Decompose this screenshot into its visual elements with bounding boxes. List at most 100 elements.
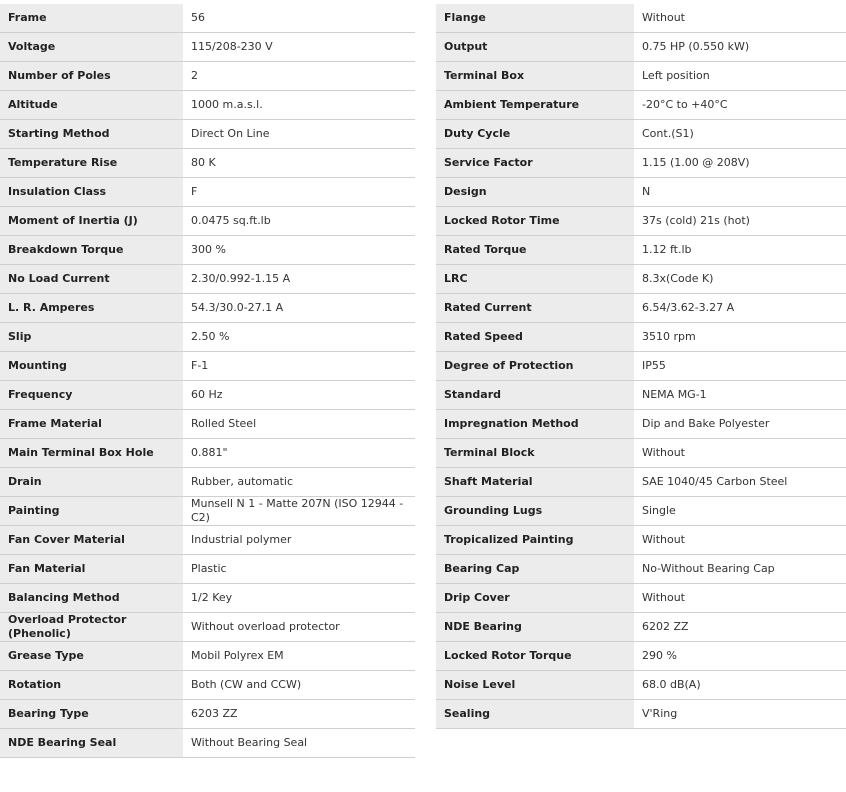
spec-row: Grease Type Mobil Polyrex EM [0,641,415,671]
spec-label: Breakdown Torque [0,235,183,265]
spec-row: Main Terminal Box Hole 0.881" [0,438,415,468]
spec-label: Ambient Temperature [436,90,634,120]
spec-row: Rated Torque 1.12 ft.lb [436,235,846,265]
spec-table-left: Frame 56 Voltage 115/208-230 V Number of Pol… [0,4,415,758]
spec-label: Grounding Lugs [436,496,634,526]
spec-row: Altitude 1000 m.a.s.l. [0,90,415,120]
spec-value: Without [634,438,846,468]
spec-row: Standard NEMA MG-1 [436,380,846,410]
spec-row: Locked Rotor Time 37s (cold) 21s (hot) [436,206,846,236]
spec-label: Frame Material [0,409,183,439]
spec-label: Drip Cover [436,583,634,613]
spec-row: Frame Material Rolled Steel [0,409,415,439]
spec-label: Design [436,177,634,207]
spec-value: Single [634,496,846,526]
spec-row: Degree of Protection IP55 [436,351,846,381]
spec-value: 1/2 Key [183,583,415,613]
spec-value: 1000 m.a.s.l. [183,90,415,120]
spec-value: 80 K [183,148,415,178]
spec-value: Mobil Polyrex EM [183,641,415,671]
spec-value: 0.75 HP (0.550 kW) [634,32,846,62]
spec-row: Terminal Box Left position [436,61,846,91]
spec-value: Left position [634,61,846,91]
spec-value: Without [634,4,846,33]
spec-row: Ambient Temperature -20°C to +40°C [436,90,846,120]
spec-row: Terminal Block Without [436,438,846,468]
spec-label: Main Terminal Box Hole [0,438,183,468]
spec-row: Drain Rubber, automatic [0,467,415,497]
spec-value: 6.54/3.62-3.27 A [634,293,846,323]
spec-value: 2.50 % [183,322,415,352]
spec-row: Tropicalized Painting Without [436,525,846,555]
spec-label: Overload Protector (Phenolic) [0,612,183,642]
spec-value: 56 [183,4,415,33]
spec-label: Bearing Cap [436,554,634,584]
spec-row: Frequency 60 Hz [0,380,415,410]
spec-value: Without overload protector [183,612,415,642]
spec-row: Fan Cover Material Industrial polymer [0,525,415,555]
spec-value: 2 [183,61,415,91]
spec-row: Breakdown Torque 300 % [0,235,415,265]
spec-value: F-1 [183,351,415,381]
spec-label: Slip [0,322,183,352]
spec-row: Rotation Both (CW and CCW) [0,670,415,700]
spec-value: No-Without Bearing Cap [634,554,846,584]
spec-label: Altitude [0,90,183,120]
spec-value: 8.3x(Code K) [634,264,846,294]
spec-row: Mounting F-1 [0,351,415,381]
spec-row: NDE Bearing 6202 ZZ [436,612,846,642]
spec-label: Degree of Protection [436,351,634,381]
spec-row: Design N [436,177,846,207]
spec-value: 37s (cold) 21s (hot) [634,206,846,236]
spec-label: Drain [0,467,183,497]
spec-label: Mounting [0,351,183,381]
spec-row: L. R. Amperes 54.3/30.0-27.1 A [0,293,415,323]
spec-row: Grounding Lugs Single [436,496,846,526]
spec-label: Noise Level [436,670,634,700]
spec-label: Frame [0,4,183,33]
spec-row: Fan Material Plastic [0,554,415,584]
spec-value: IP55 [634,351,846,381]
spec-value: 115/208-230 V [183,32,415,62]
spec-label: Shaft Material [436,467,634,497]
spec-label: Terminal Block [436,438,634,468]
spec-value: 3510 rpm [634,322,846,352]
spec-row: Painting Munsell N 1 - Matte 207N (ISO 12… [0,496,415,526]
spec-row: Shaft Material SAE 1040/45 Carbon Steel [436,467,846,497]
spec-label: Locked Rotor Torque [436,641,634,671]
spec-row: Bearing Type 6203 ZZ [0,699,415,729]
spec-value: Plastic [183,554,415,584]
spec-row: Output 0.75 HP (0.550 kW) [436,32,846,62]
spec-row: Balancing Method 1/2 Key [0,583,415,613]
spec-label: Starting Method [0,119,183,149]
spec-row: Number of Poles 2 [0,61,415,91]
spec-label: Fan Cover Material [0,525,183,555]
spec-value: 300 % [183,235,415,265]
spec-row: Impregnation Method Dip and Bake Polyeste… [436,409,846,439]
spec-row: Slip 2.50 % [0,322,415,352]
spec-label: Temperature Rise [0,148,183,178]
spec-row: NDE Bearing Seal Without Bearing Seal [0,728,415,758]
spec-label: Moment of Inertia (J) [0,206,183,236]
spec-label: Terminal Box [436,61,634,91]
spec-label: Grease Type [0,641,183,671]
spec-label: Sealing [436,699,634,729]
spec-value: V'Ring [634,699,846,729]
spec-label: Rotation [0,670,183,700]
spec-value: Without [634,583,846,613]
spec-label: Duty Cycle [436,119,634,149]
spec-value: SAE 1040/45 Carbon Steel [634,467,846,497]
spec-value: Industrial polymer [183,525,415,555]
spec-row: Moment of Inertia (J) 0.0475 sq.ft.lb [0,206,415,236]
spec-value: NEMA MG-1 [634,380,846,410]
spec-row: Temperature Rise 80 K [0,148,415,178]
spec-row: LRC 8.3x(Code K) [436,264,846,294]
spec-value: Without Bearing Seal [183,728,415,758]
spec-row: Drip Cover Without [436,583,846,613]
spec-row: Service Factor 1.15 (1.00 @ 208V) [436,148,846,178]
spec-label: NDE Bearing [436,612,634,642]
spec-label: Rated Speed [436,322,634,352]
spec-label: Painting [0,496,183,526]
spec-label: Rated Torque [436,235,634,265]
spec-label: Impregnation Method [436,409,634,439]
